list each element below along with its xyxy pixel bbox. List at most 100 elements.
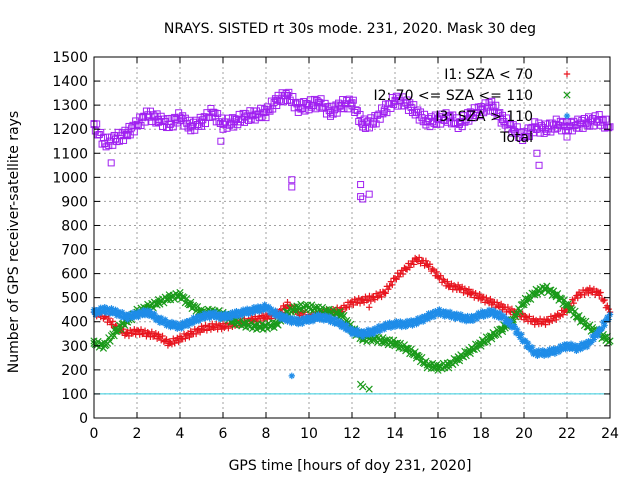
data-point <box>326 308 335 316</box>
data-point <box>147 308 154 315</box>
x-tick-label: 24 <box>601 426 619 442</box>
data-point <box>465 286 473 293</box>
y-tick-label: 100 <box>61 387 88 403</box>
data-point <box>176 323 184 330</box>
data-point <box>527 346 534 354</box>
data-point <box>166 320 173 328</box>
data-point <box>171 339 178 347</box>
x-tick-label: 2 <box>133 426 142 442</box>
data-point <box>402 344 410 352</box>
data-point <box>249 309 256 317</box>
data-point <box>219 313 227 321</box>
data-point <box>463 317 470 325</box>
data-point <box>181 114 189 122</box>
outlier-point <box>357 181 365 189</box>
data-point <box>509 121 517 129</box>
data-point <box>117 313 125 320</box>
data-point <box>402 99 410 107</box>
data-point <box>133 328 141 335</box>
data-point <box>600 297 607 305</box>
y-tick-label: 600 <box>61 267 88 283</box>
data-point <box>542 125 549 133</box>
data-point <box>370 294 377 301</box>
data-point <box>217 315 224 323</box>
data-point <box>342 325 349 333</box>
data-point <box>333 109 341 117</box>
data-point <box>219 125 227 133</box>
data-point <box>406 99 414 107</box>
data-point <box>605 124 613 132</box>
data-point <box>112 308 119 316</box>
data-point <box>359 330 366 337</box>
data-point <box>499 116 506 124</box>
data-point <box>596 289 603 297</box>
data-point <box>484 337 492 346</box>
data-point <box>327 108 334 116</box>
data-point <box>386 319 393 326</box>
data-point <box>119 309 126 316</box>
data-point <box>252 306 259 313</box>
plot-area <box>90 88 614 393</box>
x-tick-label: 10 <box>300 426 318 442</box>
data-point <box>184 322 192 329</box>
data-point <box>371 325 379 332</box>
data-point <box>546 346 553 353</box>
y-tick-label: 1400 <box>52 74 88 90</box>
axis-ticks: 0 2 4 6 8 10 12 14 16 18 20 22 240100200300400500600… <box>52 50 619 442</box>
data-point <box>293 315 301 322</box>
y-tick-label: 1100 <box>52 146 88 162</box>
data-point <box>397 318 404 325</box>
data-point <box>198 118 205 126</box>
data-point <box>230 123 238 131</box>
data-point <box>305 303 313 311</box>
data-point <box>454 281 462 289</box>
data-point <box>557 342 564 350</box>
data-point <box>308 314 315 321</box>
data-point <box>305 316 313 323</box>
data-point <box>165 120 173 128</box>
data-point <box>598 325 606 333</box>
data-point <box>469 317 477 324</box>
data-point <box>110 332 118 340</box>
data-point <box>585 340 592 347</box>
data-point <box>151 310 158 318</box>
data-point <box>503 315 510 322</box>
data-point <box>176 291 184 299</box>
data-point <box>552 120 560 128</box>
data-point <box>473 344 481 353</box>
data-point <box>213 314 220 321</box>
data-point <box>510 323 517 330</box>
y-tick-label: 900 <box>61 194 88 210</box>
data-point <box>514 326 521 333</box>
data-point <box>200 310 208 317</box>
data-point <box>108 305 115 312</box>
data-point <box>347 325 354 332</box>
data-point <box>498 327 507 336</box>
data-point <box>574 345 581 352</box>
data-point <box>493 310 501 318</box>
outlier-point <box>359 383 367 391</box>
data-point <box>149 333 157 340</box>
legend-label: Total <box>499 130 533 146</box>
data-point <box>97 304 104 312</box>
data-point <box>562 346 569 353</box>
data-point <box>553 313 560 321</box>
data-point <box>464 312 471 320</box>
data-point <box>523 343 530 351</box>
data-point <box>477 294 485 301</box>
outlier-point <box>365 190 373 198</box>
data-point <box>202 314 209 322</box>
data-point <box>434 363 442 372</box>
data-point <box>456 284 463 292</box>
data-point <box>570 344 577 351</box>
data-point <box>348 299 356 306</box>
data-point <box>520 298 528 307</box>
data-point <box>198 325 205 333</box>
data-point <box>540 352 548 359</box>
data-point <box>92 311 99 318</box>
data-point <box>498 325 507 333</box>
data-point <box>406 264 413 271</box>
data-point <box>581 291 588 299</box>
data-point <box>542 349 549 357</box>
data-point <box>187 123 195 131</box>
